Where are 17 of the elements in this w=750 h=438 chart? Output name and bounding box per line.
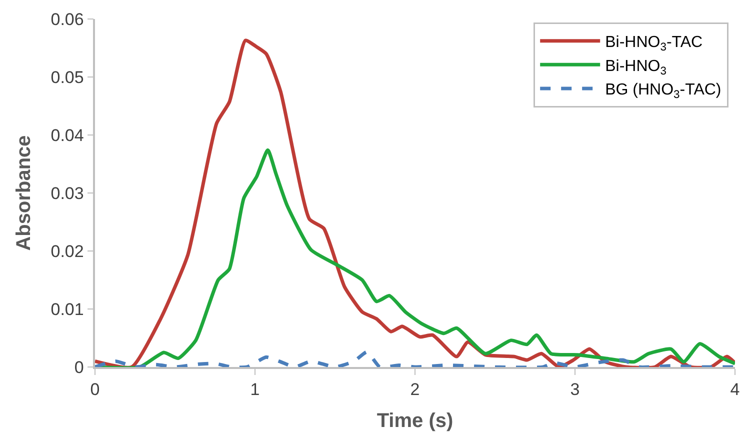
- y-tick-label: 0.02: [50, 242, 84, 261]
- y-tick-label: 0.05: [50, 68, 84, 87]
- x-tick-label: 4: [730, 380, 740, 400]
- x-tick-label: 3: [570, 380, 580, 400]
- legend-label: Bi-HNO$_{3}$-TAC: [605, 34, 703, 54]
- legend-label: BG (HNO$_{3}$-TAC): [605, 82, 722, 102]
- y-tick-label: 0.04: [50, 126, 84, 145]
- y-tick-label: 0.01: [50, 300, 84, 319]
- x-tick-label: 2: [410, 380, 420, 400]
- x-axis-title: Time (s): [376, 410, 454, 432]
- y-axis-title: Absorbance: [12, 135, 35, 251]
- x-tick-label: 1: [250, 380, 260, 400]
- y-tick-label: 0.06: [50, 10, 84, 29]
- y-tick-label: 0.03: [50, 184, 84, 203]
- x-tick-label: 0: [90, 380, 100, 400]
- y-tick-label: 0: [74, 358, 84, 377]
- legend-label: Bi-HNO$_{3}$: [605, 58, 666, 78]
